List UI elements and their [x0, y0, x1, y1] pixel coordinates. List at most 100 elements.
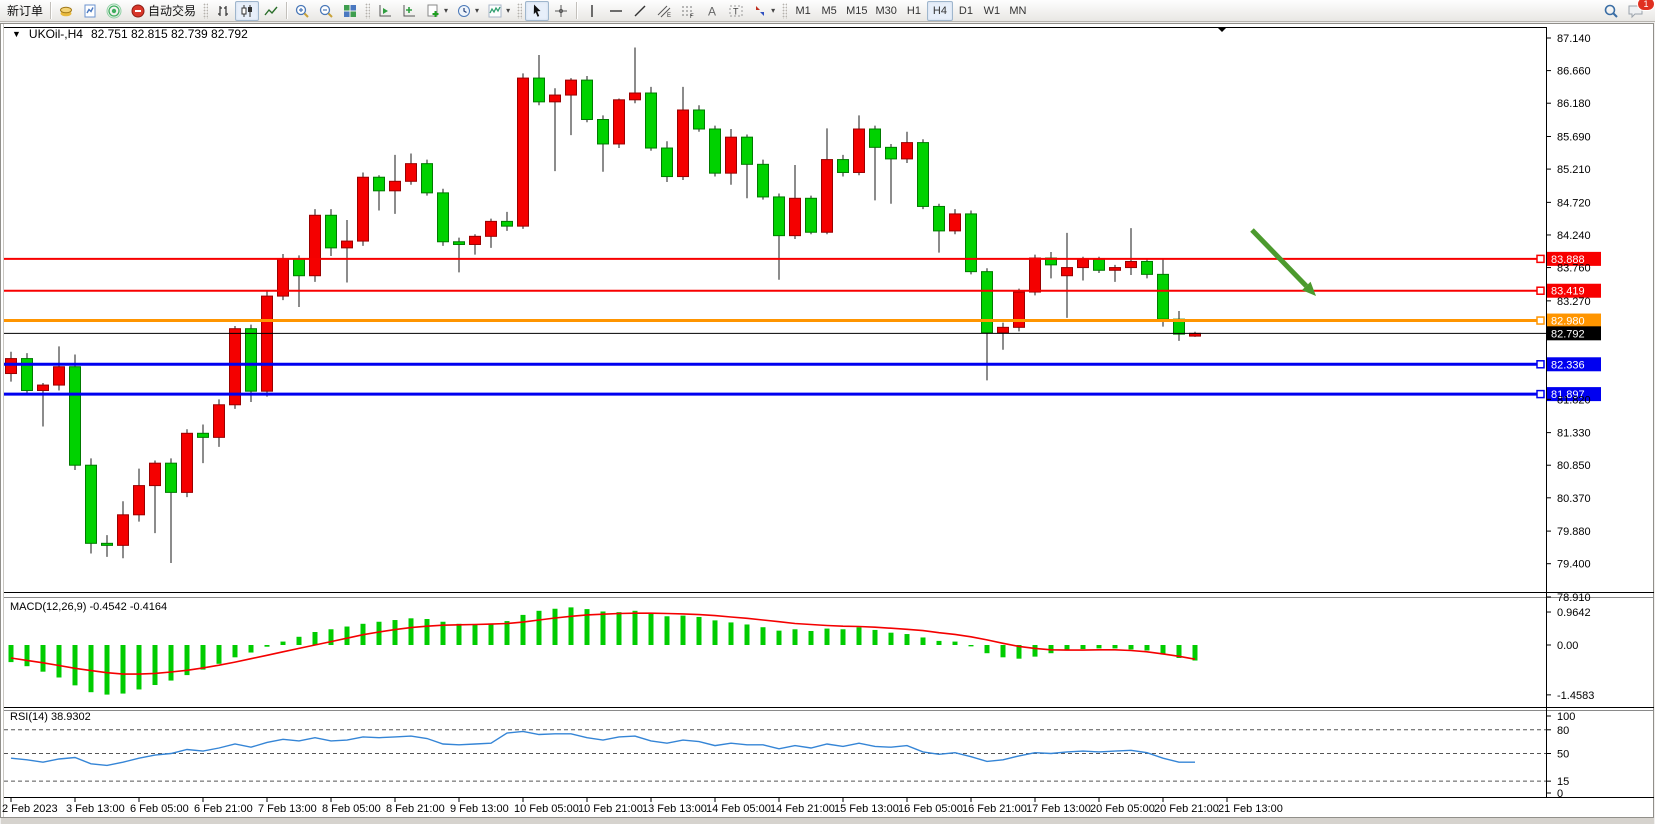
- toolbar-grip[interactable]: [365, 2, 371, 19]
- horizontal-line-tool-button[interactable]: [604, 1, 628, 21]
- toolbar-grip[interactable]: [782, 2, 788, 19]
- zoom-out-button[interactable]: [314, 1, 338, 21]
- text-icon: A: [708, 4, 716, 18]
- macd-histogram-bar: [1032, 645, 1038, 657]
- new-order-button[interactable]: 新订单: [3, 1, 47, 21]
- bar-chart-button[interactable]: [211, 1, 235, 21]
- time-tick-label: 15 Feb 13:00: [834, 803, 899, 815]
- signals-button[interactable]: [102, 1, 126, 21]
- window-bottom-strip: [1, 818, 1654, 824]
- toolbar-grip[interactable]: [203, 2, 209, 19]
- candle-body: [293, 258, 305, 277]
- macd-histogram-bar: [696, 616, 702, 645]
- dropdown-caret-icon: ▾: [475, 6, 480, 15]
- period-button[interactable]: ▾: [452, 1, 483, 21]
- line-anchor-marker: [1536, 254, 1545, 264]
- macd-histogram-bar: [936, 640, 942, 645]
- zoom-in-button[interactable]: [290, 1, 314, 21]
- time-tick-label: 7 Feb 13:00: [258, 803, 317, 815]
- timeframe-m1-button[interactable]: M1: [790, 1, 816, 21]
- cursor-tool-button[interactable]: [525, 0, 550, 21]
- macd-histogram-bar: [376, 621, 382, 645]
- indicator-wave-icon: [488, 4, 502, 17]
- macd-histogram-bar: [728, 622, 734, 645]
- channel-tool-button[interactable]: E: [652, 1, 676, 21]
- timeframe-m5-button[interactable]: M5: [816, 1, 842, 21]
- timeframe-mn-button[interactable]: MN: [1005, 1, 1031, 21]
- candle-body: [485, 220, 497, 237]
- candle-body: [1013, 291, 1025, 328]
- macd-histogram-bar: [744, 624, 750, 645]
- candle-body: [773, 196, 785, 237]
- timeframe-h4-button[interactable]: H4: [926, 0, 953, 21]
- macd-histogram-bar: [1064, 645, 1070, 651]
- line-anchor-marker: [1536, 360, 1545, 369]
- candlestick-chart-button[interactable]: [235, 0, 260, 21]
- time-tick-label: 16 Feb 21:00: [962, 803, 1027, 815]
- autotrade-icon: [131, 4, 145, 17]
- notification-badge[interactable]: 1: [1637, 0, 1655, 11]
- candle-body: [917, 142, 929, 207]
- new-chart-button[interactable]: ▾: [421, 1, 452, 21]
- toolbar-grip[interactable]: [517, 2, 523, 19]
- crosshair-tool-button[interactable]: [549, 1, 573, 21]
- macd-histogram-bar: [984, 645, 990, 654]
- candle-body: [613, 99, 625, 145]
- price-tick-label: 83.760: [1557, 263, 1591, 275]
- timeframe-d1-button[interactable]: D1: [953, 1, 979, 21]
- chart-shift-marker: [1217, 27, 1227, 32]
- time-tick-label: 14 Feb 05:00: [706, 803, 771, 815]
- timeframe-m30-button[interactable]: M30: [872, 1, 901, 21]
- candle-body: [821, 159, 833, 233]
- indicators-button[interactable]: ▾: [483, 1, 514, 21]
- text-label-tool-button[interactable]: T: [724, 1, 748, 21]
- macd-indicator-label: MACD(12,26,9) -0.4542 -0.4164: [10, 601, 168, 613]
- dropdown-caret-icon: ▾: [444, 6, 449, 15]
- macd-histogram-bar: [616, 612, 622, 645]
- price-line-tag-text: 83.419: [1551, 286, 1585, 298]
- chart-legend: ▼ UKOil-,H4 82.751 82.815 82.739 82.792: [12, 27, 248, 41]
- price-line-tag: [1547, 251, 1601, 266]
- macd-histogram-bar: [392, 620, 398, 645]
- fibonacci-tool-button[interactable]: F: [676, 1, 700, 21]
- macd-histogram-bar: [232, 645, 238, 658]
- dropdown-caret-icon: ▾: [506, 6, 511, 15]
- macd-histogram-bar: [88, 645, 94, 693]
- publish-chart-button[interactable]: [78, 1, 102, 21]
- timeframe-m15-button[interactable]: M15: [842, 1, 871, 21]
- rsi-axis-label: 50: [1557, 749, 1569, 761]
- add-profile-button[interactable]: [397, 1, 421, 21]
- arrows-tool-button[interactable]: ▾: [748, 1, 779, 21]
- price-tick-label: 80.370: [1557, 493, 1591, 505]
- toolbar-separator: [286, 2, 288, 19]
- candle-body: [981, 271, 993, 334]
- text-label-icon: T: [729, 5, 743, 16]
- search-button[interactable]: [1599, 1, 1623, 21]
- autotrade-button[interactable]: 自动交易: [126, 1, 200, 21]
- coins-button[interactable]: [54, 1, 78, 21]
- candle-body: [133, 485, 145, 516]
- trend-arrow-head: [1301, 281, 1316, 296]
- candle-body: [1125, 260, 1137, 269]
- price-line-tag: [1547, 283, 1601, 298]
- text-tool-button[interactable]: A: [700, 1, 724, 21]
- candle-body: [629, 92, 641, 101]
- strategy-tester-button[interactable]: [373, 1, 397, 21]
- toolbar-separator: [50, 2, 52, 19]
- tile-windows-button[interactable]: [338, 1, 362, 21]
- candle-body: [341, 240, 353, 249]
- macd-histogram-bar: [968, 645, 974, 647]
- time-tick-label: 13 Feb 13:00: [642, 803, 707, 815]
- timeframe-w1-button[interactable]: W1: [979, 1, 1005, 21]
- timeframe-h1-button[interactable]: H1: [901, 1, 927, 21]
- trendline-tool-button[interactable]: [628, 1, 652, 21]
- macd-histogram-bar: [120, 645, 126, 694]
- line-chart-button[interactable]: [259, 1, 283, 21]
- coins-icon: [60, 6, 73, 16]
- collapse-triangle-icon[interactable]: ▼: [12, 29, 21, 39]
- vertical-line-tool-button[interactable]: [580, 1, 604, 21]
- macd-histogram-bar: [104, 645, 110, 695]
- price-line-tag: [1547, 387, 1601, 402]
- macd-histogram-bar: [1192, 645, 1198, 661]
